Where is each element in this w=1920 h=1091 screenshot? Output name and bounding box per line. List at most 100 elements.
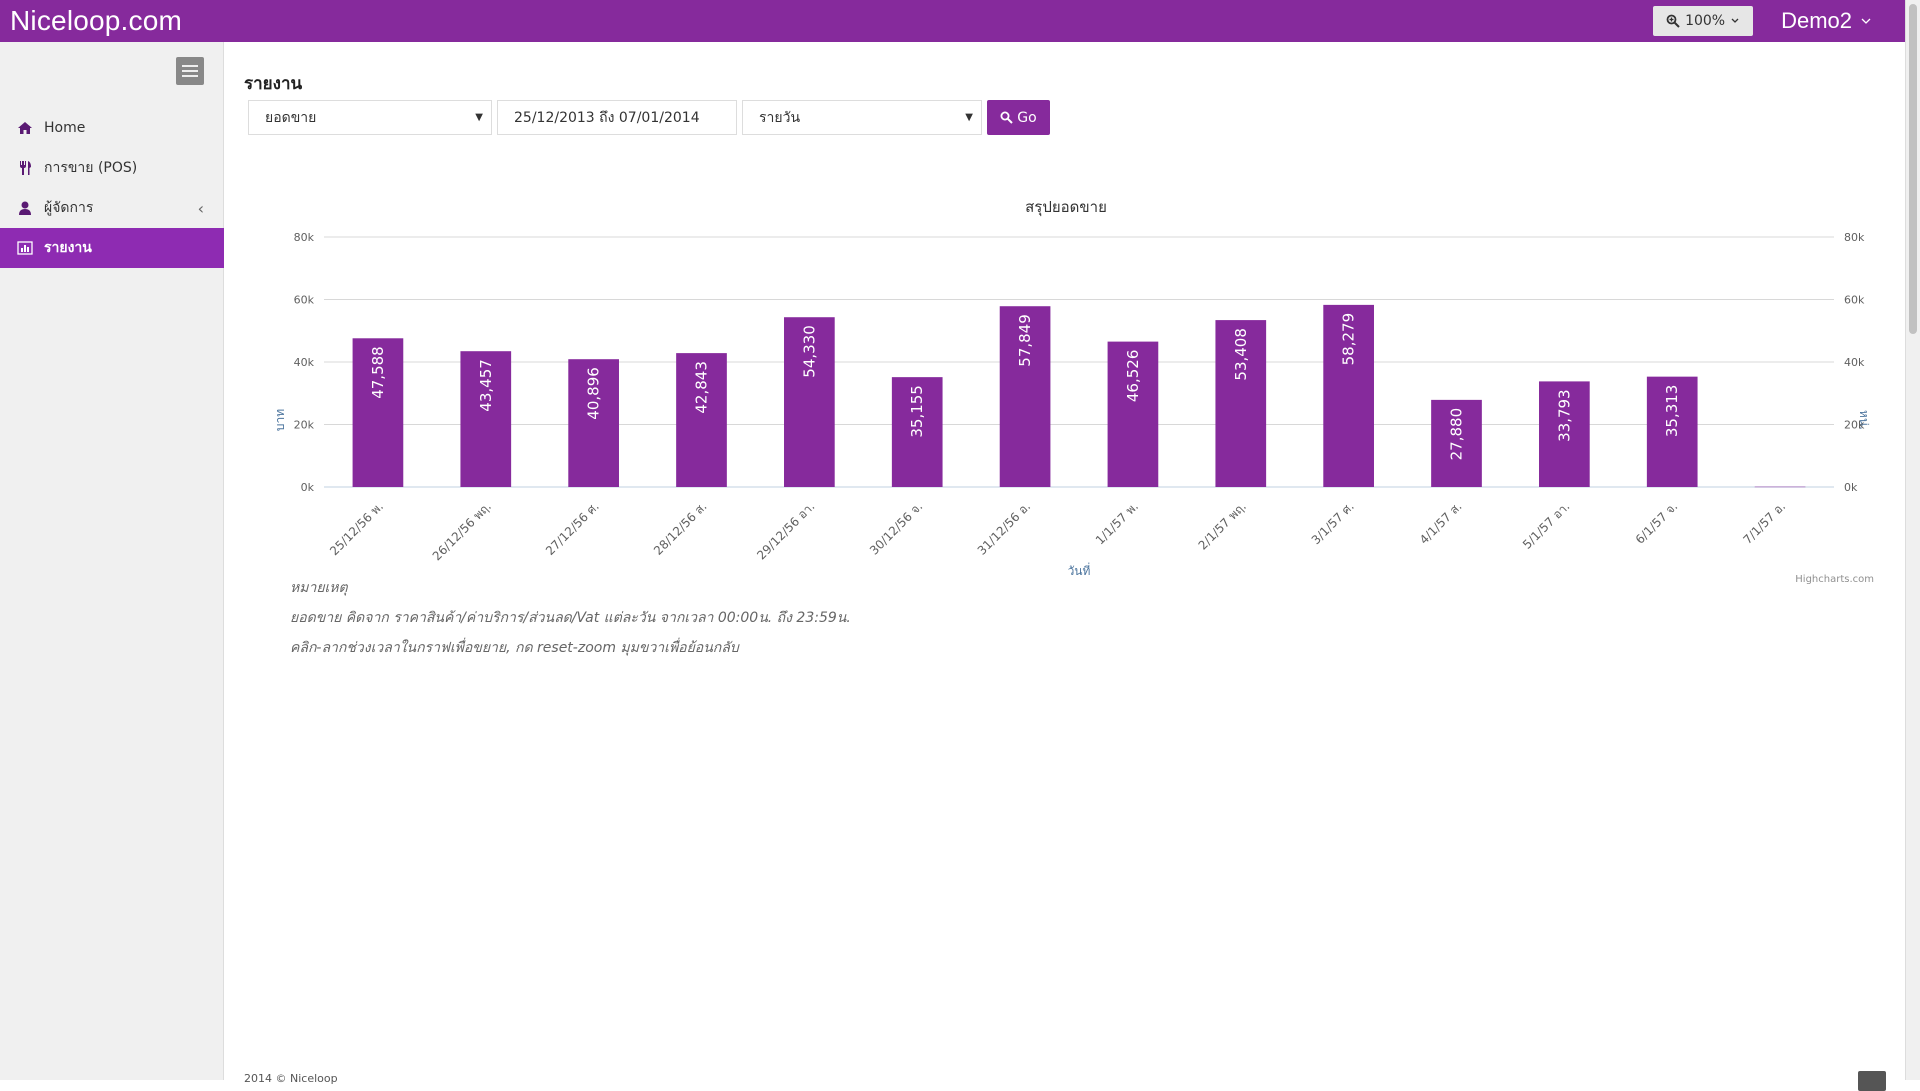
chart-x-tick-label: 4/1/57 ส. [1417,499,1465,547]
notes-line-1: ยอดขาย คิดจาก ราคาสินค้า/ค่าบริการ/ส่วนล… [290,610,851,626]
chart-y-tick-label-right: 20k [1844,419,1865,432]
chart-data-label: 35,313 [1663,385,1681,438]
sidebar-toggle-button[interactable] [176,57,204,85]
chart-bar[interactable] [1323,304,1374,487]
chart-data-label: 42,843 [693,361,711,414]
user-name: Demo2 [1781,8,1852,33]
sidebar-item-label: การขาย (POS) [44,160,138,176]
chart-x-tick-label: 5/1/57 อา. [1520,499,1572,551]
chart-y-tick-label: 20k [294,419,315,432]
chart-bar[interactable] [1107,341,1159,487]
chart-data-label: 58,279 [1340,313,1358,366]
chart-bar[interactable] [999,306,1051,487]
chart-bar[interactable] [676,353,727,487]
sidebar-item-label: รายงาน [44,240,92,256]
zoom-in-icon [1666,14,1680,28]
cutlery-icon [20,161,31,175]
report-type-value: ยอดขาย [265,109,317,126]
notes-heading: หมายเหตุ [290,580,348,596]
date-range-input[interactable]: 25/12/2013 ถึง 07/01/2014 [497,100,737,135]
footer-copyright: 2014 © Niceloop [244,1072,338,1085]
sidebar-nav: Home การขาย (POS) ผู้จัดการ ‹ รายงาน [0,108,224,268]
sidebar-item-manager[interactable]: ผู้จัดการ ‹ [0,188,224,228]
chart-y-tick-label: 0k [301,481,315,494]
chart-y-tick-label-right: 40k [1844,356,1865,369]
chart-bar[interactable] [460,351,512,487]
user-icon [19,201,31,215]
caret-down-icon: ▼ [475,112,483,123]
chevron-down-icon [1731,18,1739,23]
chart-data-label: 27,880 [1448,408,1466,461]
page-scrollbar[interactable] [1905,0,1920,1080]
period-value: รายวัน [759,109,801,126]
sidebar: Home การขาย (POS) ผู้จัดการ ‹ รายงาน [0,42,224,1080]
report-type-select[interactable]: ยอดขาย ▼ [248,100,492,135]
chart-x-tick-label: 31/12/56 อ. [975,499,1034,558]
caret-down-icon: ▼ [965,112,973,123]
chart-title: สรุปยอดขาย [1025,198,1107,217]
chart-bar[interactable] [1539,381,1590,487]
chart-x-tick-label: 2/1/57 พฤ. [1196,499,1249,552]
period-select[interactable]: รายวัน ▼ [742,100,982,135]
report-filter-bar: ยอดขาย ▼ 25/12/2013 ถึง 07/01/2014 รายวั… [248,100,1050,135]
chart-data-label: 46,526 [1124,350,1142,403]
chart-credits[interactable]: Highcharts.com [1795,574,1874,585]
chart-bar[interactable] [568,359,619,487]
top-navbar: Niceloop.com 100% Demo2 [0,0,1906,42]
chart-data-label: 53,408 [1232,328,1250,381]
page-title: รายงาน [244,74,303,94]
chart-x-tick-label: 1/1/57 พ. [1093,499,1141,547]
bar-chart-icon [17,241,33,255]
chart-y-tick-label: 40k [294,356,315,369]
chart-data-label: 54,330 [800,325,818,378]
sidebar-item-report[interactable]: รายงาน [0,228,224,268]
chart-data-label: 57,849 [1016,314,1034,367]
scroll-to-top-button[interactable] [1858,1071,1886,1091]
zoom-button[interactable]: 100% [1653,6,1754,36]
chart-data-label: 103 [1771,495,1789,524]
go-button[interactable]: Go [987,100,1050,135]
notes-line-2: คลิก-ลากช่วงเวลาในกราฟเพื่อขยาย, กด rese… [290,640,739,656]
chart-x-tick-label: 29/12/56 อา. [754,499,817,562]
chart-data-label: 40,896 [585,367,603,420]
user-menu[interactable]: Demo2 [1781,8,1872,34]
chart-y-tick-label: 80k [294,231,315,244]
search-icon [1000,111,1013,124]
chevron-left-icon: ‹ [197,198,204,218]
chart-data-label: 43,457 [477,359,495,412]
chart-x-tick-label: 3/1/57 ศ. [1309,499,1357,547]
chart-x-tick-label: 6/1/57 จ. [1633,499,1681,547]
chart-bar[interactable] [1754,486,1806,488]
chart-y-tick-label-right: 60k [1844,294,1865,307]
sidebar-item-label: ผู้จัดการ [44,200,94,216]
brand-logo[interactable]: Niceloop.com [10,5,183,36]
date-range-value: 25/12/2013 ถึง 07/01/2014 [514,109,700,126]
chart-bar[interactable] [784,317,835,487]
chart-data-label: 47,588 [369,346,387,399]
chart-data-label: 35,155 [908,385,926,438]
chart-y-axis-label: บาท [273,409,287,431]
chart-bar[interactable] [1431,399,1482,487]
sidebar-item-pos[interactable]: การขาย (POS) [0,148,224,188]
go-button-label: Go [1017,109,1037,126]
sidebar-item-label: Home [44,120,86,136]
chart-y-tick-label-right: 80k [1844,231,1865,244]
chart-bar[interactable] [1646,376,1698,487]
chart-x-tick-label: 25/12/56 พ. [327,499,386,558]
chart-bar[interactable] [352,338,404,487]
chart-y-axis-right-label: หน่. [1857,410,1871,430]
chart-bar[interactable] [891,377,943,487]
main-content: รายงาน ยอดขาย ▼ 25/12/2013 ถึง 07/01/201… [224,42,1906,1080]
sales-summary-chart[interactable]: สรุปยอดขาย บาท หน่. วันที่ Highcharts.co… [224,142,1906,592]
chart-y-tick-label-right: 0k [1844,481,1858,494]
scrollbar-thumb[interactable] [1909,4,1917,334]
sidebar-item-home[interactable]: Home [0,108,224,148]
zoom-level: 100% [1685,13,1726,29]
chart-bar[interactable] [1215,320,1267,487]
chevron-down-icon [1861,18,1871,24]
chart-x-tick-label: 26/12/56 พฤ. [430,499,494,563]
chart-data-label: 33,793 [1555,389,1573,442]
chart-y-tick-label: 60k [294,294,315,307]
chart-x-axis-label: วันที่ [1068,562,1091,578]
chart-x-tick-label: 28/12/56 ส. [651,499,710,558]
